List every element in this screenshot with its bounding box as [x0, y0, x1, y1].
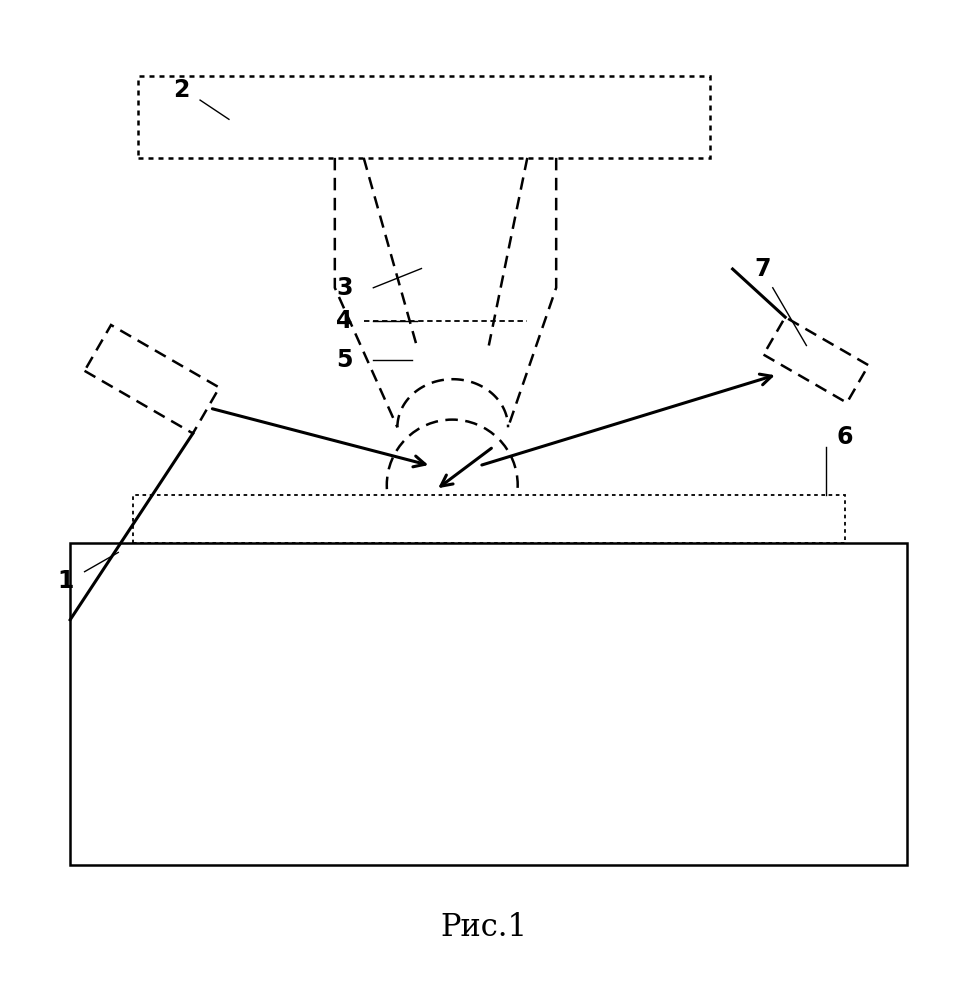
Text: 7: 7	[755, 257, 771, 281]
Polygon shape	[764, 317, 868, 403]
Text: 4: 4	[336, 310, 352, 334]
Polygon shape	[84, 325, 220, 434]
Text: 6: 6	[836, 425, 853, 449]
Bar	[70, 542, 907, 865]
Bar	[133, 495, 845, 542]
Text: 1: 1	[57, 569, 74, 593]
Text: 5: 5	[336, 348, 352, 372]
Text: 2: 2	[172, 79, 189, 103]
Text: Рис.1: Рис.1	[440, 912, 528, 943]
Bar	[137, 76, 711, 158]
Text: 3: 3	[336, 276, 352, 300]
Circle shape	[387, 420, 518, 550]
